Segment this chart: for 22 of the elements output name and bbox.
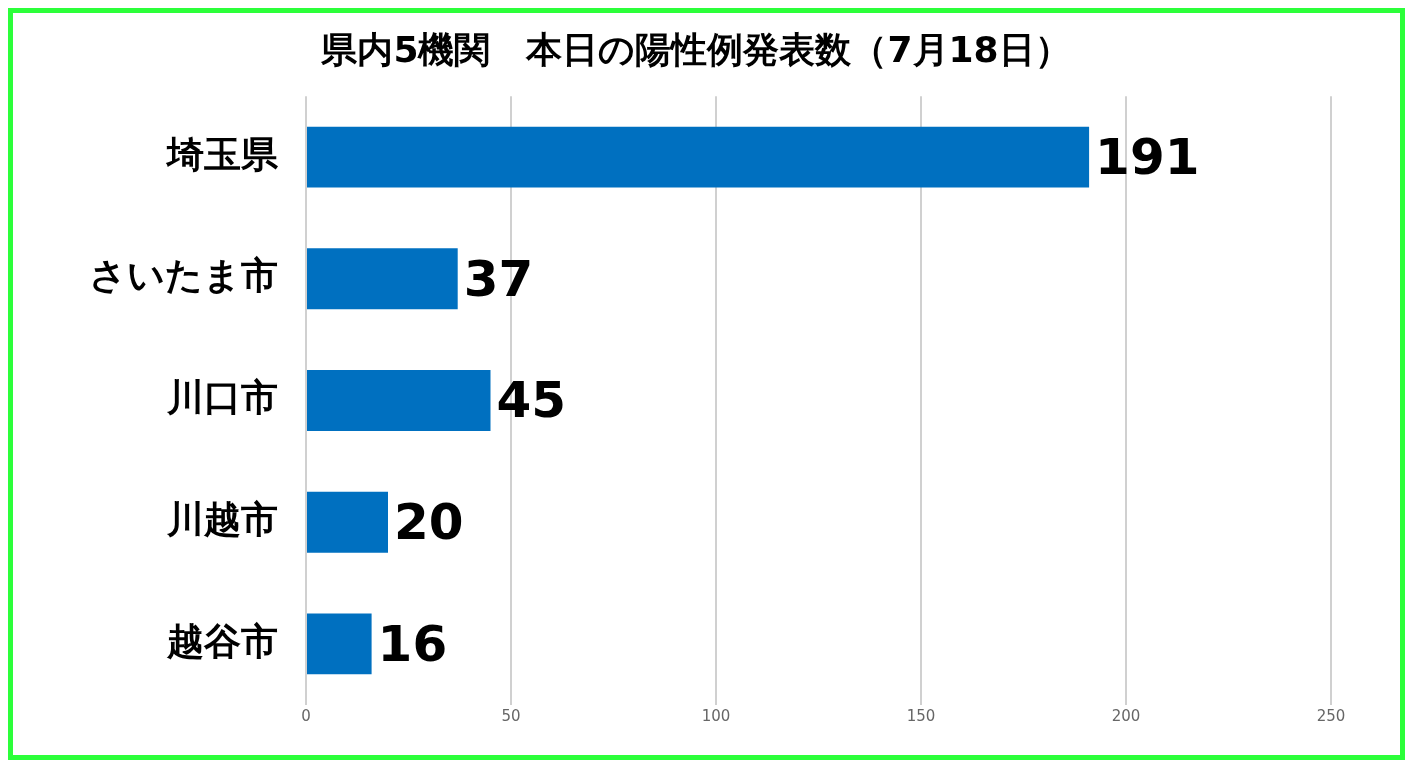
- bar: [307, 613, 372, 675]
- y-tick-label: 埼玉県: [165, 132, 279, 176]
- x-tick-label: 50: [501, 706, 521, 725]
- x-tick-label: 0: [301, 706, 311, 725]
- data-label: 37: [463, 249, 534, 308]
- bar: [307, 248, 458, 310]
- data-label: 45: [496, 371, 567, 430]
- y-tick-label: さいたま市: [89, 254, 278, 298]
- data-label: 191: [1095, 128, 1200, 187]
- data-label: 20: [394, 493, 464, 552]
- bar: [307, 126, 1090, 188]
- data-label: 16: [377, 614, 448, 673]
- bar: [307, 491, 388, 553]
- x-tick-label: 250: [1316, 706, 1346, 725]
- x-tick-label: 150: [906, 706, 936, 725]
- y-tick-label: 川越市: [166, 497, 278, 541]
- y-tick-label: 越谷市: [166, 619, 278, 663]
- y-tick-label: 川口市: [166, 376, 278, 420]
- chart-title: 県内5機関 本日の陽性例発表数（7月18日）: [320, 28, 1071, 70]
- x-tick-label: 100: [701, 706, 731, 725]
- x-tick-label: 200: [1111, 706, 1141, 725]
- bar: [307, 370, 491, 431]
